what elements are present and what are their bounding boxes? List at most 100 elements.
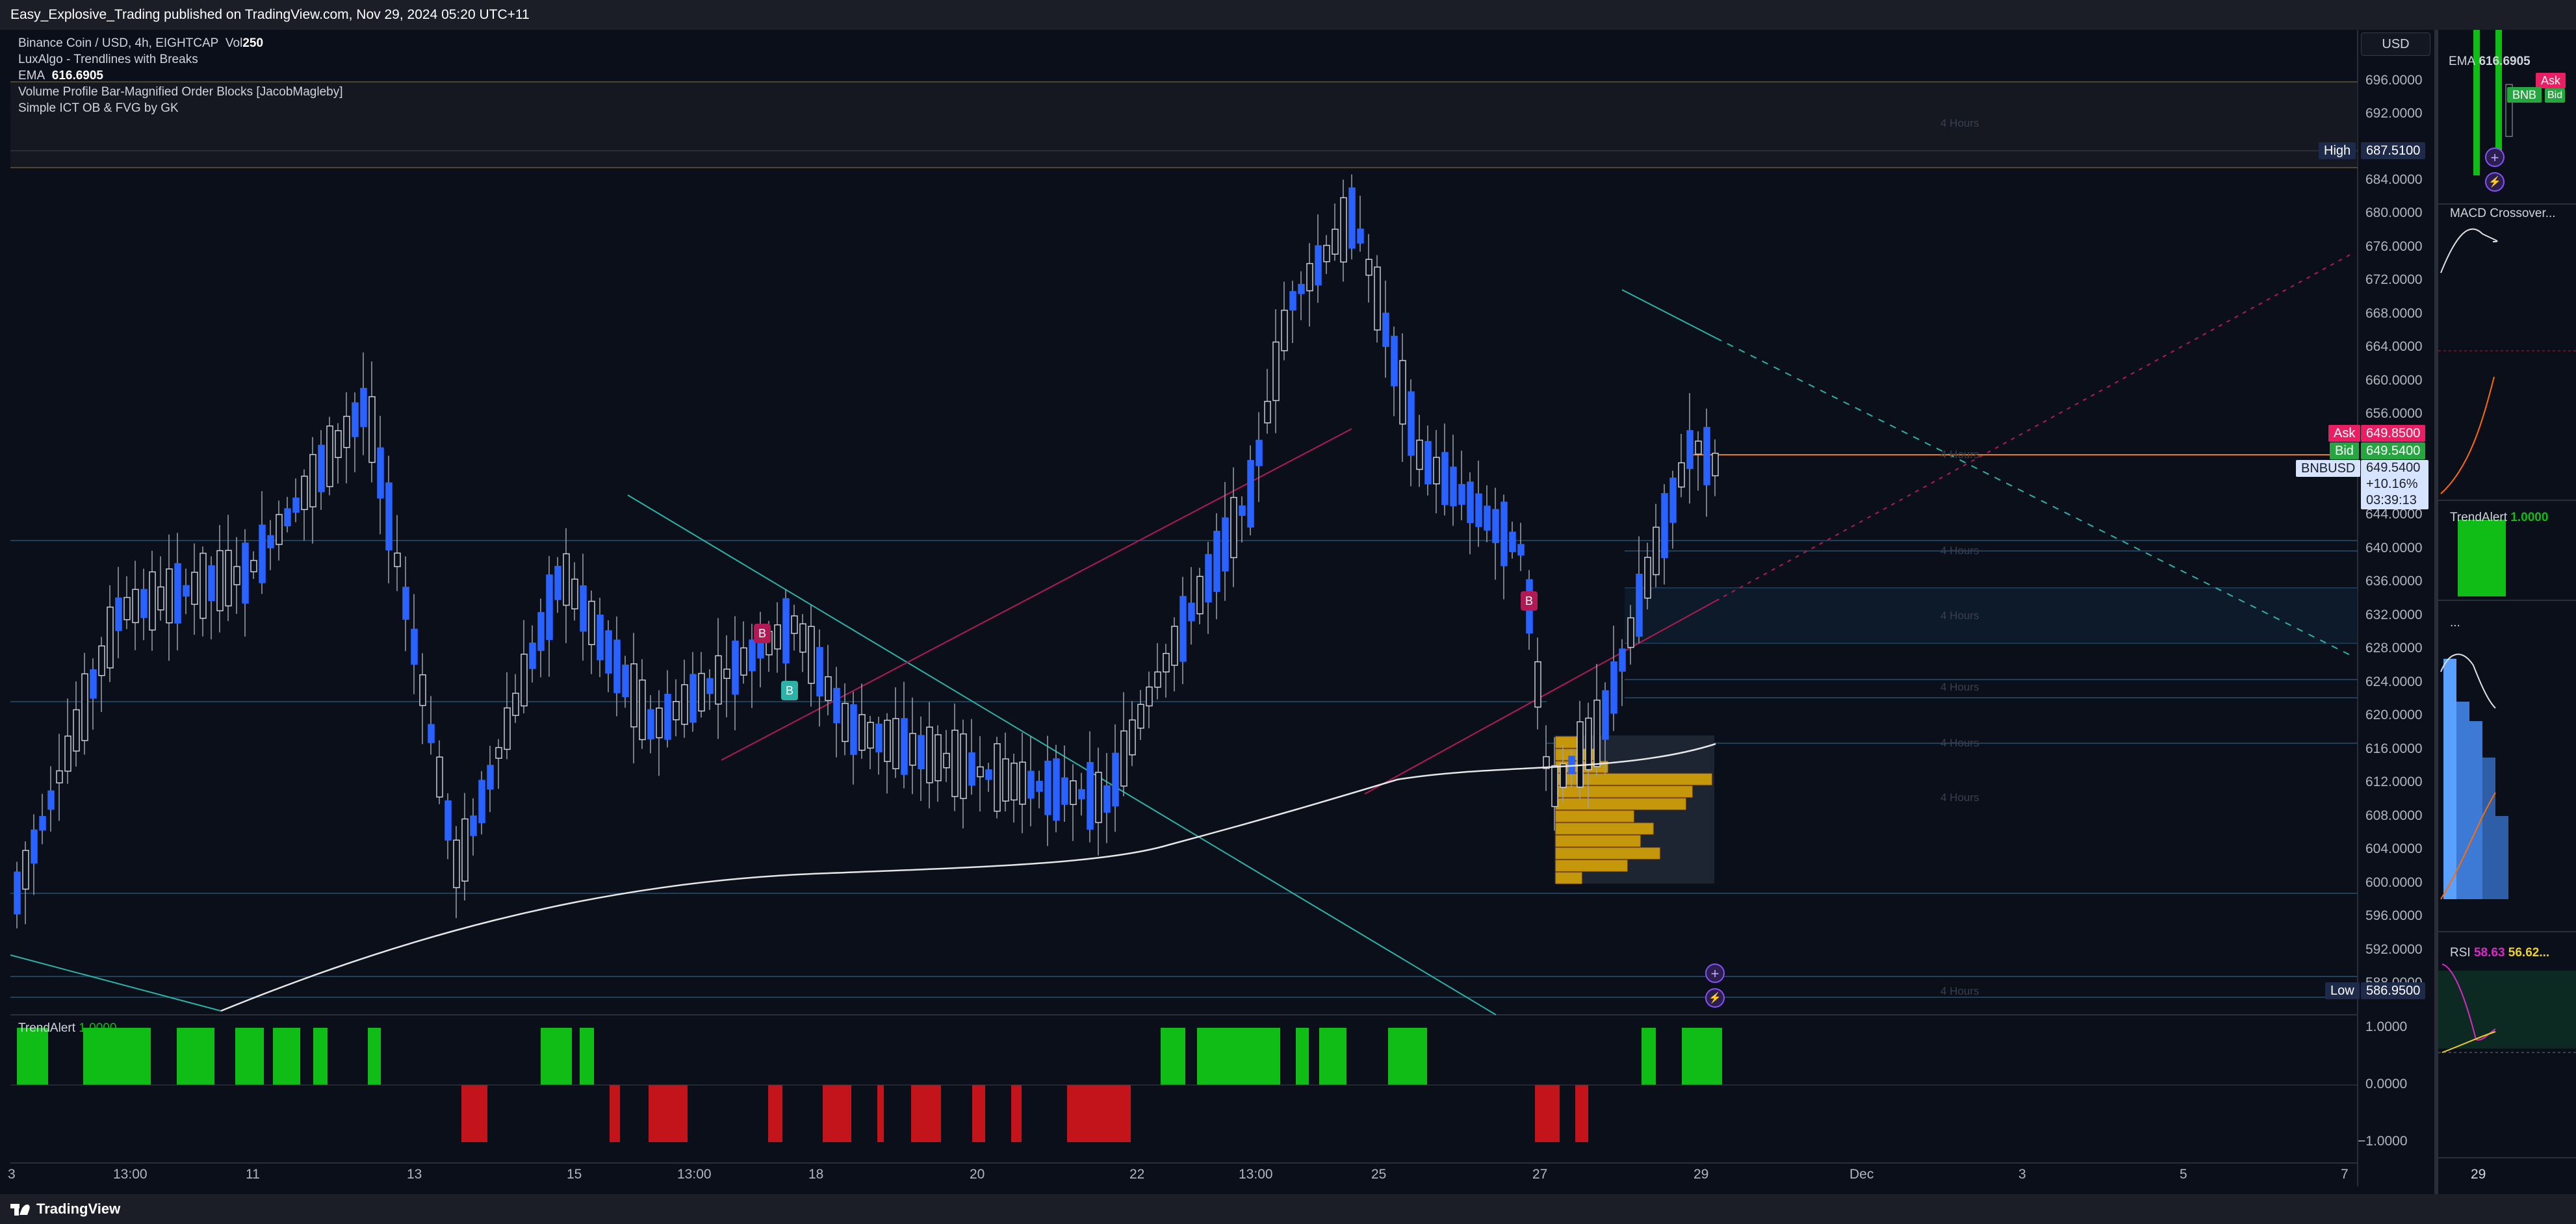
volume-profile-bar: [1555, 810, 1634, 822]
side-time-label: 29: [2471, 1167, 2486, 1182]
candle-body: [960, 733, 967, 799]
candle-body: [1475, 493, 1482, 528]
volume-profile-bar: [1555, 872, 1582, 884]
candle-body: [1061, 777, 1068, 805]
break-label-b-1: B: [754, 624, 771, 643]
vol-label: Vol: [225, 36, 243, 50]
candle-body: [554, 565, 561, 600]
trend-bar-positive: [313, 1028, 328, 1085]
candle-body: [605, 630, 612, 674]
price-tick: 628.0000: [2365, 641, 2423, 656]
brand-name: TradingView: [36, 1201, 121, 1217]
trend-bar-positive: [1197, 1028, 1280, 1085]
candle-body: [1205, 554, 1212, 603]
candle-body: [461, 818, 469, 882]
candle-body: [39, 816, 46, 831]
trend-bar-negative: [1011, 1085, 1022, 1142]
time-tick: 25: [1371, 1167, 1387, 1182]
candle-body: [867, 722, 874, 749]
candle-body: [132, 589, 139, 624]
trendline-down: [627, 494, 1497, 1015]
time-tick: 22: [1129, 1167, 1145, 1182]
trendline-down-2: [10, 954, 222, 1012]
candle-body: [470, 815, 477, 836]
time-tick: 13:00: [113, 1167, 148, 1182]
candle-body: [546, 574, 553, 641]
candle-body: [698, 672, 705, 712]
price-tick: 676.0000: [2365, 239, 2423, 254]
candle-body: [875, 723, 882, 753]
candle-body: [1332, 229, 1339, 255]
side-trend-label: TrendAlert: [2450, 511, 2507, 524]
candle-body: [191, 572, 198, 605]
legend-indicator-ema[interactable]: EMA 616.6905: [18, 68, 343, 84]
symbol-title: Binance Coin / USD, 4h, EIGHTCAP: [18, 36, 219, 50]
side-plus-icon[interactable]: +: [2485, 147, 2505, 167]
candle-body: [1179, 596, 1187, 662]
candle-body: [1543, 756, 1550, 769]
trend-bar-negative: [461, 1085, 487, 1142]
candle-body: [689, 674, 697, 723]
time-tick: 3: [2018, 1167, 2026, 1182]
trendline-teal: [1621, 289, 1716, 338]
currency-button[interactable]: USD: [2361, 32, 2430, 56]
candle-body: [1239, 505, 1246, 516]
candle-body: [1450, 466, 1457, 507]
trend-bar-positive: [1642, 1028, 1656, 1085]
trend-bar-positive: [368, 1028, 381, 1085]
candle-body: [47, 790, 55, 810]
candle-body: [1636, 574, 1643, 637]
candle-body: [107, 606, 114, 669]
candle-body: [580, 585, 587, 632]
side-rsi-value-2: 56.62...: [2508, 946, 2550, 960]
candle-body: [250, 559, 257, 572]
candle-body: [1264, 401, 1271, 424]
candle-body: [968, 752, 975, 786]
legend-symbol-row[interactable]: Binance Coin / USD, 4h, EIGHTCAP Vol250: [18, 35, 343, 51]
trend-bar-negative: [911, 1085, 941, 1142]
panel-separator[interactable]: [2434, 30, 2438, 1194]
trend-value: 1.0000: [79, 1021, 117, 1035]
timeframe-label: 4 Hours: [1940, 544, 1979, 557]
candle-body: [1627, 617, 1634, 648]
side-bid-tag: Bid: [2545, 88, 2566, 103]
price-tick: 612.0000: [2365, 774, 2423, 789]
candle-body: [1298, 283, 1305, 294]
bar-countdown: 03:39:13: [2366, 493, 2417, 507]
candle-body: [1281, 309, 1288, 351]
candle-body: [453, 839, 460, 889]
time-tick: 15: [567, 1167, 582, 1182]
legend-indicator-ict[interactable]: Simple ICT OB & FVG by GK: [18, 101, 179, 115]
candle-body: [563, 553, 570, 606]
brand[interactable]: TradingView: [10, 1201, 120, 1218]
volume-profile-bar: [1555, 798, 1686, 810]
break-label-b-2: B: [781, 681, 798, 700]
side-bolt-icon[interactable]: ⚡: [2485, 172, 2505, 192]
candle-body: [1087, 761, 1094, 830]
add-alert-plus-icon[interactable]: +: [1705, 963, 1725, 983]
candle-body: [1678, 462, 1685, 488]
candle-body: [174, 563, 181, 624]
candle-body: [478, 780, 485, 823]
candle-body: [1365, 259, 1372, 276]
candle-body: [994, 743, 1001, 812]
candle-body: [436, 756, 443, 798]
candle-body: [537, 612, 545, 651]
price-tick: 684.0000: [2365, 172, 2423, 187]
candle-body: [377, 447, 384, 499]
legend-indicator-volume-profile[interactable]: Volume Profile Bar-Magnified Order Block…: [18, 85, 343, 99]
candle-body: [1112, 752, 1119, 807]
candle-body: [98, 645, 105, 676]
candle-body: [1467, 481, 1474, 524]
quick-trade-bolt-icon[interactable]: ⚡: [1705, 988, 1725, 1008]
trend-bar-positive: [580, 1028, 594, 1085]
tradingview-logo-icon: [10, 1202, 31, 1216]
break-label-b-3: B: [1521, 591, 1538, 611]
candle-body: [56, 770, 63, 784]
candle-body: [495, 746, 502, 759]
candle-body: [1391, 335, 1398, 387]
legend-indicator-luxalgo[interactable]: LuxAlgo - Trendlines with Breaks: [18, 53, 198, 66]
trend-pane-legend[interactable]: TrendAlert 1.0000: [18, 1021, 116, 1036]
price-tick: 692.0000: [2365, 106, 2423, 121]
